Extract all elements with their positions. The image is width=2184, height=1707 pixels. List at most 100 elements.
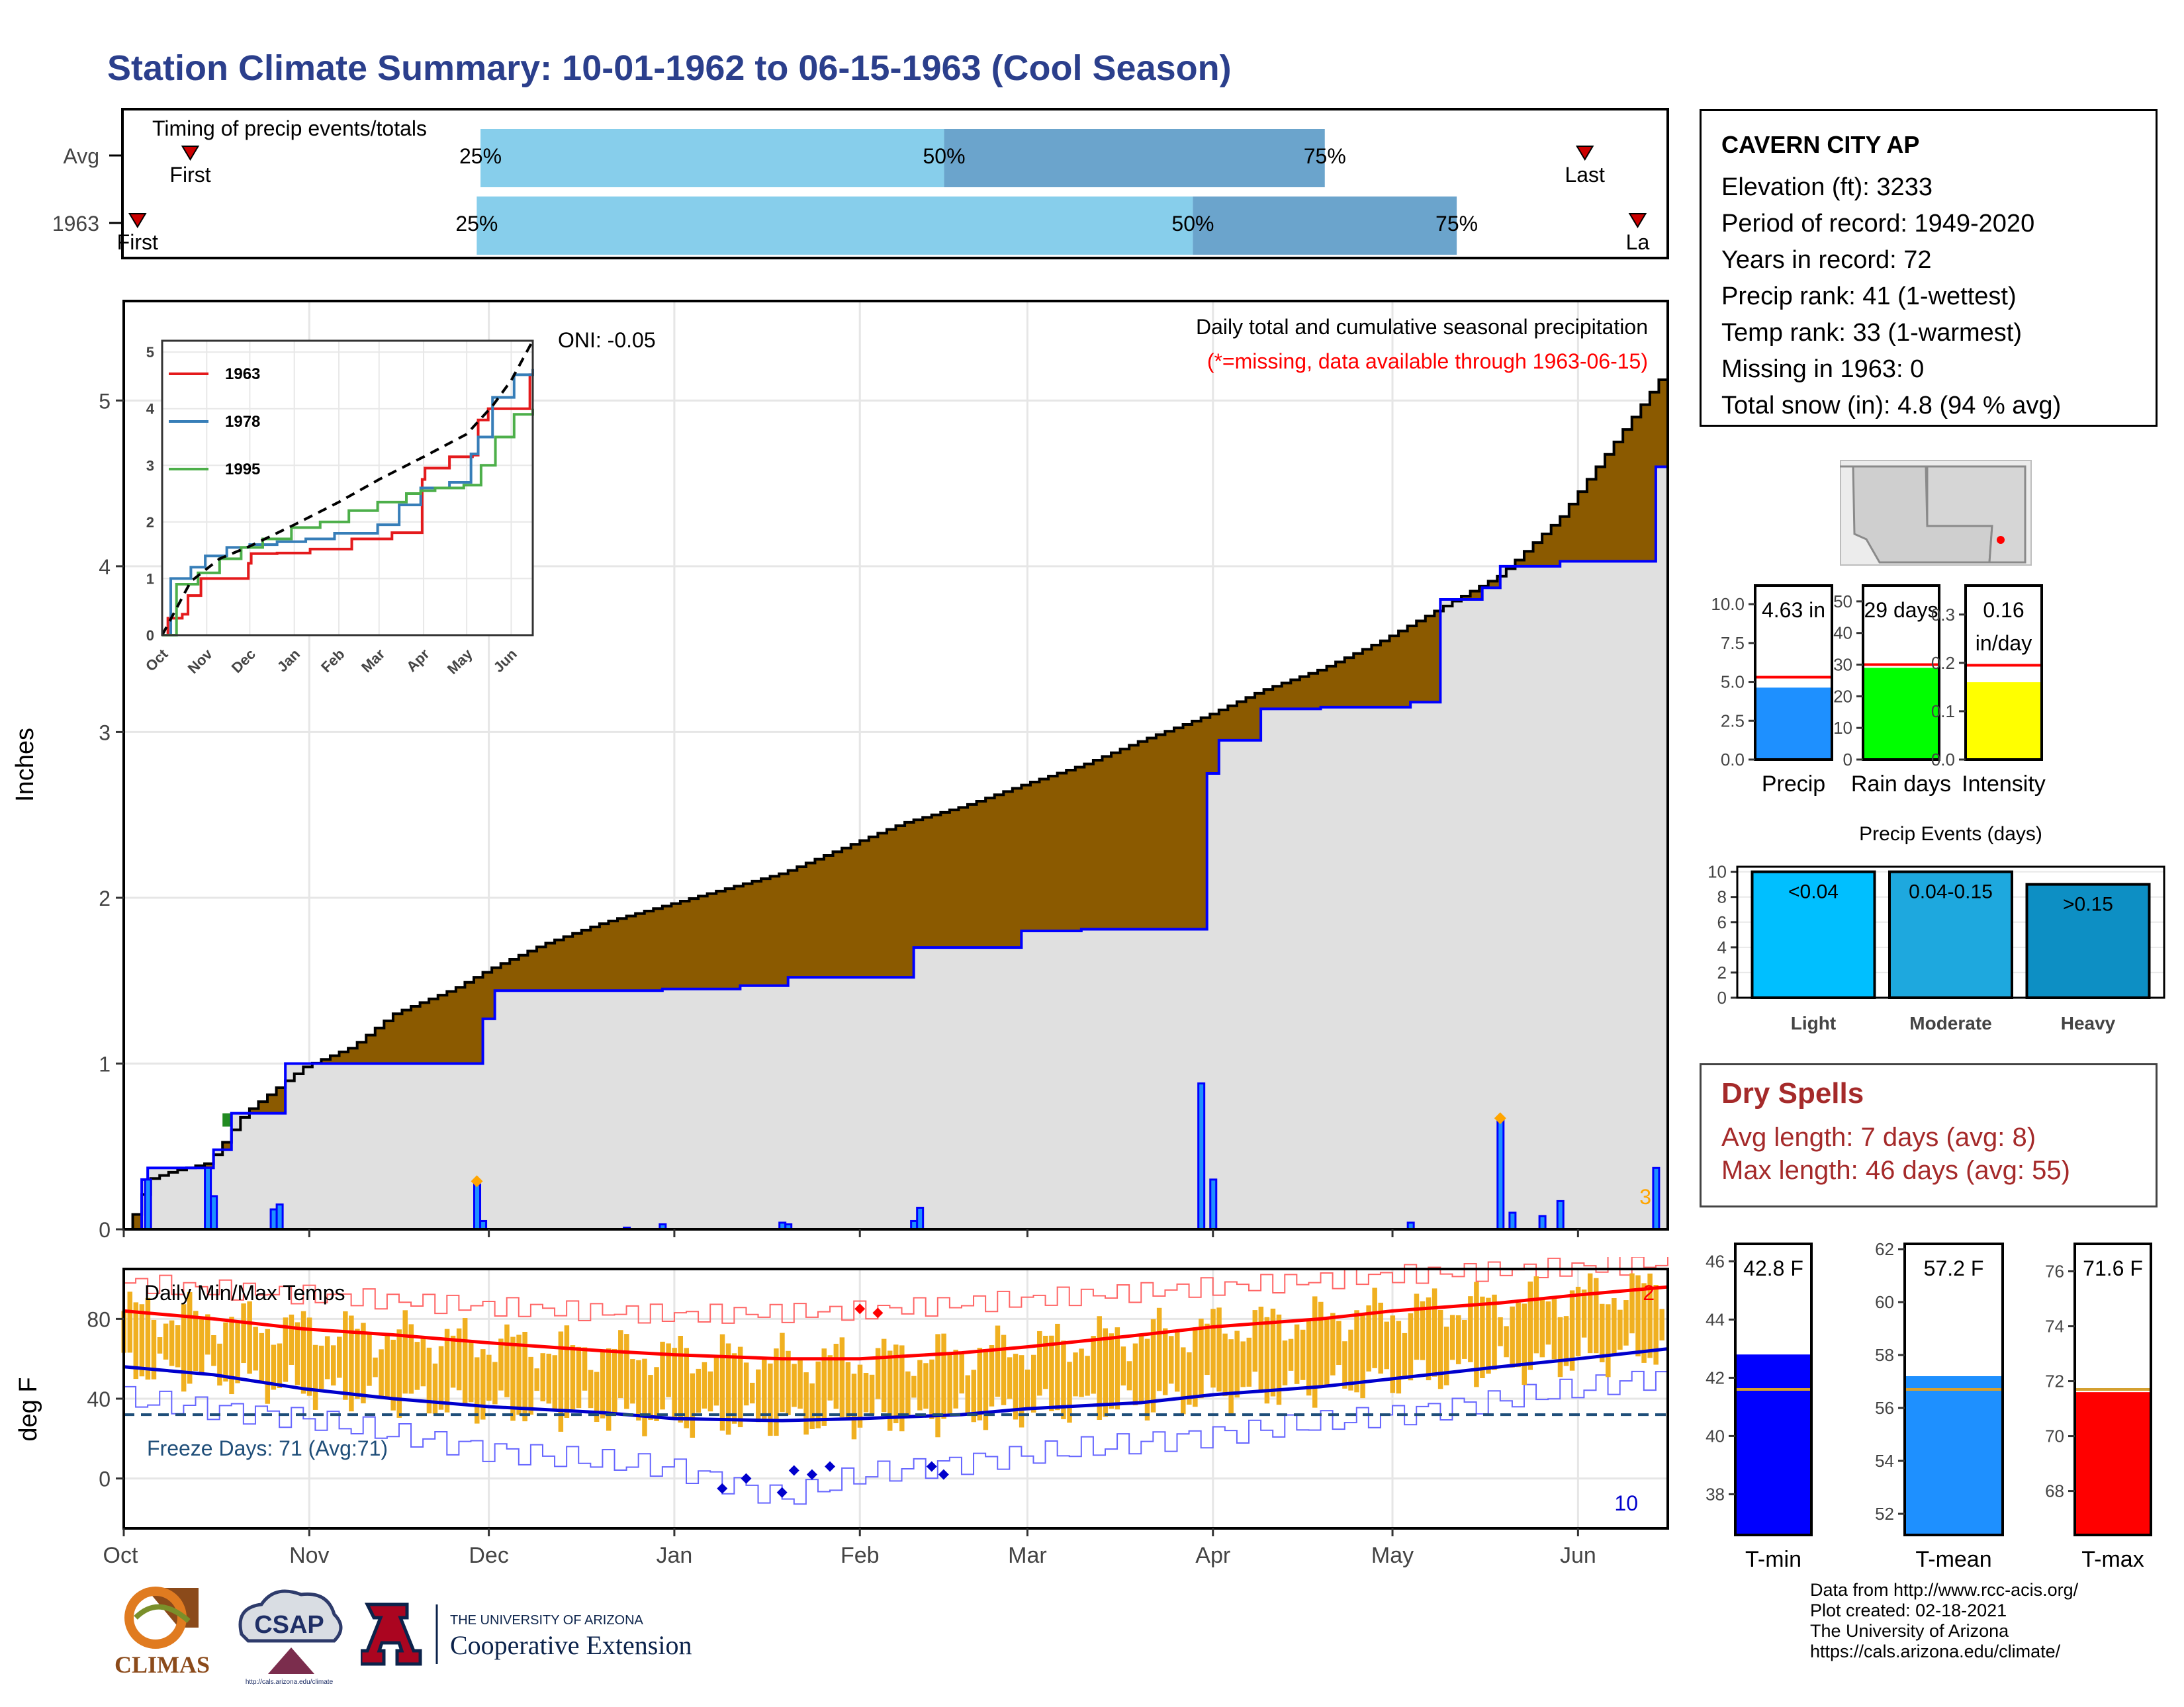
daily-temp-bar (792, 1364, 797, 1407)
month-axis-label: Jan (657, 1543, 693, 1568)
daily-temp-bar (253, 1327, 258, 1371)
location-map (1840, 460, 2032, 566)
inset-series-line (162, 369, 534, 636)
daily-temp-bar (295, 1322, 300, 1385)
daily-temp-bar (1575, 1286, 1581, 1356)
daily-temp-bar (139, 1304, 145, 1377)
daily-temp-bar (1240, 1341, 1246, 1387)
daily-temp-bar (289, 1314, 295, 1365)
daily-temp-bar (1055, 1323, 1060, 1411)
precip-event-bar (1888, 870, 2013, 999)
precip-event-category: Heavy (2061, 1013, 2116, 1033)
temp-y-axis-label: deg F (15, 1377, 42, 1441)
daily-temp-bar (1348, 1329, 1353, 1391)
daily-temp-bar (373, 1357, 378, 1378)
daily-temp-bar (486, 1354, 492, 1401)
daily-temp-bar (528, 1356, 533, 1415)
inset-legend-label: 1963 (225, 365, 260, 383)
station-elevation: Elevation (ft): 3233 (1721, 173, 1933, 201)
daily-temp-bar (1061, 1340, 1066, 1420)
daily-temp-bar (1527, 1281, 1533, 1370)
daily-temp-bar (169, 1320, 175, 1366)
daily-temp-bar (690, 1373, 696, 1438)
daily-temp-bar (379, 1349, 384, 1398)
temp-y-tick-label: 0 (99, 1467, 111, 1491)
daily-temp-bar (1539, 1298, 1545, 1358)
last-marker-icon (1575, 146, 1594, 161)
record-low-marker (717, 1483, 728, 1494)
daily-temp-bar (1126, 1361, 1132, 1391)
daily-temp-bar (1181, 1347, 1186, 1415)
daily-temp-bar (648, 1375, 653, 1421)
tmin-gauge-tick-label: 42 (1706, 1368, 1725, 1387)
station-temp-rank: Temp rank: 33 (1-warmest) (1721, 319, 2023, 347)
daily-temp-bar (1120, 1346, 1126, 1386)
daily-temp-bar (893, 1344, 899, 1424)
daily-temp-bar (546, 1354, 552, 1404)
station-snow: Total snow (in): 4.8 (94 % avg) (1721, 392, 2062, 419)
daily-temp-bar (1300, 1329, 1306, 1380)
daily-temp-bar (163, 1323, 169, 1360)
daily-temp-bar (1462, 1319, 1467, 1359)
daily-temp-bar (1659, 1309, 1664, 1340)
month-axis-label: Apr (1195, 1543, 1230, 1568)
ua-logo: THE UNIVERSITY OF ARIZONA Cooperative Ex… (361, 1602, 692, 1666)
daily-temp-bar (666, 1343, 671, 1397)
raindays-gauge-category-label: Rain days (1851, 771, 1951, 797)
month-axis-label: Dec (469, 1543, 508, 1568)
precip-gauge-tick-label: 0.0 (1721, 750, 1745, 769)
daily-temp-bar (1001, 1335, 1007, 1405)
daily-temp-bar (283, 1317, 289, 1382)
daily-temp-bar (385, 1334, 390, 1398)
inset-y-tick-label: 2 (146, 514, 154, 531)
tmean-gauge-tick-label: 62 (1875, 1239, 1894, 1259)
precip-gauge-value-label: 4.63 in (1762, 598, 1825, 622)
record-max-line (124, 1257, 1668, 1324)
raindays-gauge-tick-label: 40 (1833, 623, 1852, 643)
daily-temp-bar (510, 1336, 516, 1421)
daily-temp-bar (1384, 1321, 1389, 1370)
raindays-gauge-frame (1862, 584, 1940, 761)
daily-temp-bar (1091, 1336, 1096, 1394)
daily-temp-bar (312, 1344, 318, 1410)
daily-temp-bar (1522, 1303, 1527, 1385)
daily-temp-bar (1085, 1356, 1090, 1396)
daily-temp-bar (1617, 1309, 1623, 1350)
daily-temp-bar (827, 1355, 833, 1401)
precip-events-tick-label: 4 (1717, 938, 1727, 957)
daily-temp-bar (1612, 1298, 1617, 1356)
freeze-days-label: Freeze Days: 71 (Avg:71) (147, 1436, 388, 1460)
daily-temp-bar (450, 1335, 456, 1388)
daily-temp-bar (618, 1330, 623, 1399)
daily-temp-bar (324, 1336, 330, 1379)
daily-temps-chart: 0 40 80 Oct Nov Dec Jan Feb Mar Apr May Jun deg F Dai… (15, 1257, 1669, 1568)
record-high-count: 2 (1643, 1281, 1655, 1305)
daily-temp-bar (815, 1361, 821, 1428)
daily-temp-bar (1647, 1273, 1653, 1358)
station-missing: Missing in 1963: 0 (1721, 355, 1925, 383)
daily-temp-bar (995, 1325, 1001, 1397)
daily-temp-bar (636, 1360, 641, 1421)
daily-temp-bar (672, 1348, 677, 1420)
daily-temp-bar (1557, 1317, 1563, 1378)
daily-temp-bar (1402, 1333, 1408, 1379)
daily-temp-bar (367, 1334, 372, 1386)
timing-title: Timing of precip events/totals (152, 116, 427, 140)
daily-temp-bar (774, 1348, 779, 1436)
daily-temp-bar (1234, 1331, 1240, 1398)
tmax-gauge-frame (2073, 1243, 2152, 1536)
daily-temp-bar (1600, 1303, 1605, 1362)
daily-temp-bar (1013, 1354, 1019, 1420)
daily-temp-bar (1228, 1339, 1234, 1415)
daily-temp-bar (259, 1333, 264, 1383)
timing-chart: Timing of precip events/totals Avg 25% 50% 7… (53, 106, 1681, 271)
daily-temp-bar (1193, 1327, 1198, 1407)
daily-temp-bar (498, 1338, 504, 1391)
timing-edge-mask (1668, 106, 1681, 271)
intensity-gauge-tick-label: 0.2 (1931, 653, 1955, 673)
first-marker-icon (181, 146, 200, 161)
daily-temp-bar (1587, 1273, 1593, 1354)
tmin-gauge-frame (1734, 1243, 1813, 1536)
daily-temp-bar (570, 1345, 576, 1410)
station-info-box: CAVERN CITY AP Elevation (ft): 3233 Peri… (1700, 109, 2158, 427)
